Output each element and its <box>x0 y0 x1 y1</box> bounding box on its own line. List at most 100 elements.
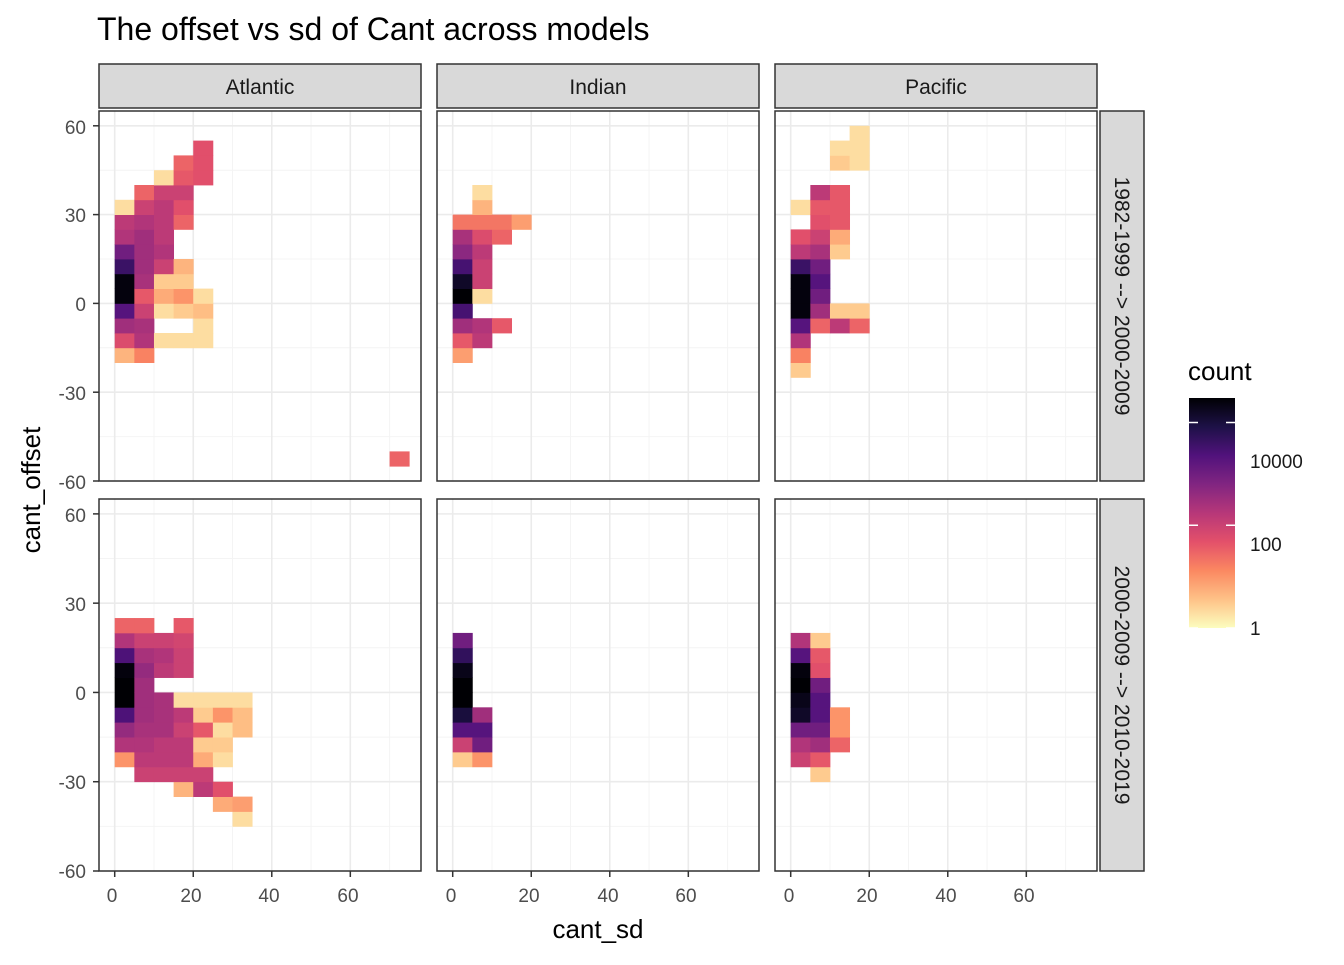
heatmap-tile <box>790 647 811 664</box>
heatmap-tile <box>153 766 175 783</box>
heatmap-tile <box>134 333 155 349</box>
x-tick-label: 0 <box>784 886 795 907</box>
y-tick-label: 0 <box>75 684 86 705</box>
heatmap-tile <box>134 737 155 753</box>
heatmap-tile <box>790 244 811 260</box>
heatmap-tile <box>452 647 473 664</box>
heatmap-tile <box>790 632 811 649</box>
heatmap-tile <box>829 318 851 334</box>
y-axis-lower: 60 30 0 -30 -60 <box>59 506 86 883</box>
heatmap-tile <box>153 303 175 319</box>
heatmap-tile <box>114 288 135 304</box>
heatmap-tile <box>790 677 811 693</box>
heatmap-tile <box>810 273 831 289</box>
heatmap-tile <box>114 214 135 230</box>
heatmap-tile <box>829 722 851 738</box>
heatmap-tile <box>114 737 135 753</box>
heatmap-tile <box>153 288 175 304</box>
y-tick-label: 60 <box>65 118 86 139</box>
x-tick-label: 40 <box>597 886 618 907</box>
panel-atlantic-row-2 <box>93 498 422 877</box>
heatmap-tile <box>114 751 135 768</box>
heatmap-tile <box>810 737 831 753</box>
heatmap-tile <box>452 288 473 304</box>
heatmap-tile <box>452 273 473 289</box>
panel-border <box>774 498 1098 872</box>
heatmap-tile <box>452 707 473 723</box>
heatmap-tile <box>790 692 811 708</box>
x-tick-label: 60 <box>1013 886 1034 907</box>
heatmap-tile <box>153 199 175 215</box>
panel-border <box>436 498 760 872</box>
heatmap-tile <box>452 229 473 245</box>
heatmap-tile <box>193 737 214 753</box>
heatmap-tile <box>114 318 135 334</box>
heatmap-tile <box>114 662 135 678</box>
heatmap-tile <box>472 722 493 738</box>
heatmap-tile <box>193 318 214 334</box>
heatmap-tile <box>114 199 135 215</box>
heatmap-tile <box>790 288 811 304</box>
heatmap-tile <box>114 347 135 363</box>
heatmap-tile <box>790 199 811 215</box>
heatmap-tile <box>452 347 473 363</box>
heatmap-tile <box>790 333 811 349</box>
panels <box>93 110 1098 877</box>
row-strip-period-1: 1982-1999 --> 2000-2009 <box>1099 110 1145 482</box>
legend-colorbar <box>1189 398 1235 628</box>
heatmap-tile <box>173 214 194 230</box>
heatmap-tile <box>193 303 214 319</box>
heatmap-tile <box>452 259 473 275</box>
heatmap-tile <box>173 170 194 186</box>
x-tick-label: 60 <box>675 886 696 907</box>
heatmap-tile <box>173 303 194 319</box>
heatmap-tile <box>114 707 135 723</box>
heatmap-tile <box>790 707 811 723</box>
heatmap-tile <box>114 692 135 708</box>
heatmap-tile <box>193 766 214 783</box>
heatmap-tile <box>810 229 831 245</box>
heatmap-tile <box>114 303 135 319</box>
x-tick-label: 60 <box>337 886 358 907</box>
heatmap-tile <box>790 722 811 738</box>
heatmap-tile <box>153 662 175 678</box>
heatmap-tile <box>193 140 214 156</box>
heatmap-tile <box>790 303 811 319</box>
heatmap-tile <box>153 692 175 708</box>
heatmap-tile <box>134 244 155 260</box>
heatmap-tile <box>134 273 155 289</box>
heatmap-tile <box>153 273 175 289</box>
heatmap-tile <box>193 170 214 186</box>
heatmap-tile <box>790 273 811 289</box>
heatmap-tile <box>452 333 473 349</box>
heatmap-tile <box>114 647 135 664</box>
heatmap-tile <box>829 199 851 215</box>
heatmap-tile <box>829 140 851 156</box>
heatmap-tile <box>173 333 194 349</box>
heatmap-tile <box>212 751 233 768</box>
x-tick-label: 20 <box>856 886 877 907</box>
x-tick-label: 0 <box>446 886 457 907</box>
heatmap-tile <box>134 632 155 649</box>
heatmap-tile <box>134 229 155 245</box>
heatmap-tile <box>849 155 870 171</box>
heatmap-tile <box>173 618 194 634</box>
column-strip-indian: Indian <box>436 63 760 109</box>
heatmap-tile <box>810 259 831 275</box>
heatmap-tile <box>849 140 870 156</box>
x-axis-atlantic: 0 20 40 60 <box>107 886 359 907</box>
heatmap-tile <box>114 632 135 649</box>
heatmap-tile <box>472 751 493 768</box>
panel-background <box>437 499 759 871</box>
heatmap-tile <box>153 259 175 275</box>
heatmap-tile <box>114 677 135 693</box>
heatmap-tile <box>452 318 473 334</box>
heatmap-tile <box>114 259 135 275</box>
heatmap-tile <box>452 632 473 649</box>
legend-tick-label: 1 <box>1250 619 1261 640</box>
heatmap-tile <box>810 751 831 768</box>
heatmap-tile <box>193 692 214 708</box>
heatmap-tile <box>173 707 194 723</box>
heatmap-tile <box>810 303 831 319</box>
heatmap-tile <box>173 662 194 678</box>
